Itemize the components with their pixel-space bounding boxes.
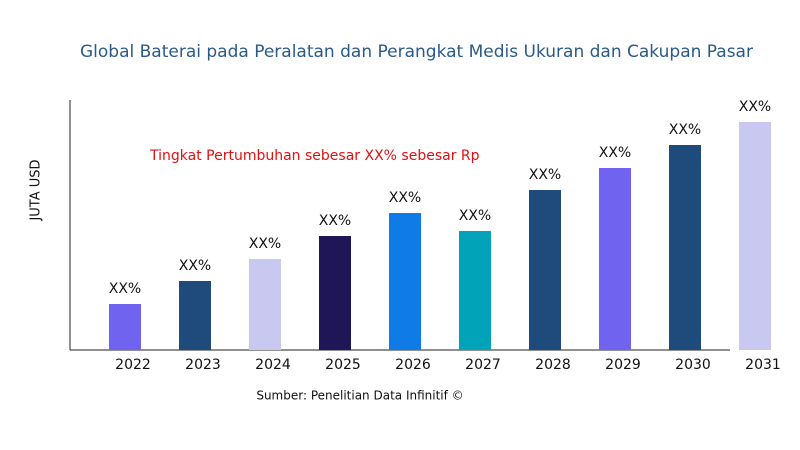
bar bbox=[529, 190, 561, 350]
x-tick-label: 2024 bbox=[255, 357, 291, 373]
bar bbox=[739, 122, 771, 350]
x-tick-label: 2023 bbox=[185, 357, 221, 373]
value-label: XX% bbox=[459, 208, 491, 224]
annotation: Tingkat Pertumbuhan sebesar XX% sebesar … bbox=[149, 148, 480, 164]
x-tick-label: 2025 bbox=[325, 357, 361, 373]
bar bbox=[109, 304, 141, 350]
value-label: XX% bbox=[529, 167, 561, 183]
value-label: XX% bbox=[109, 281, 141, 297]
value-label: XX% bbox=[319, 213, 351, 229]
y-axis-label: JUTA USD bbox=[29, 159, 44, 221]
value-label: XX% bbox=[249, 236, 281, 252]
x-tick-label: 2028 bbox=[535, 357, 571, 373]
value-label: XX% bbox=[669, 122, 701, 138]
bar bbox=[459, 231, 491, 350]
bar bbox=[249, 259, 281, 350]
chart-title: Global Baterai pada Peralatan dan Perang… bbox=[80, 42, 753, 62]
value-label: XX% bbox=[739, 99, 771, 115]
value-label: XX% bbox=[179, 258, 211, 274]
bar bbox=[389, 213, 421, 350]
source: Sumber: Penelitian Data Infinitif © bbox=[256, 389, 463, 403]
value-label: XX% bbox=[599, 145, 631, 161]
x-tick-label: 2022 bbox=[115, 357, 151, 373]
x-tick-label: 2029 bbox=[605, 357, 641, 373]
x-tick-label: 2026 bbox=[395, 357, 431, 373]
bar bbox=[669, 145, 701, 350]
x-tick-label: 2030 bbox=[675, 357, 711, 373]
value-label: XX% bbox=[389, 190, 421, 206]
x-tick-label: 2027 bbox=[465, 357, 501, 373]
x-tick-label: 2031 bbox=[745, 357, 781, 373]
bar bbox=[599, 168, 631, 350]
bar bbox=[179, 281, 211, 350]
bar bbox=[319, 236, 351, 350]
